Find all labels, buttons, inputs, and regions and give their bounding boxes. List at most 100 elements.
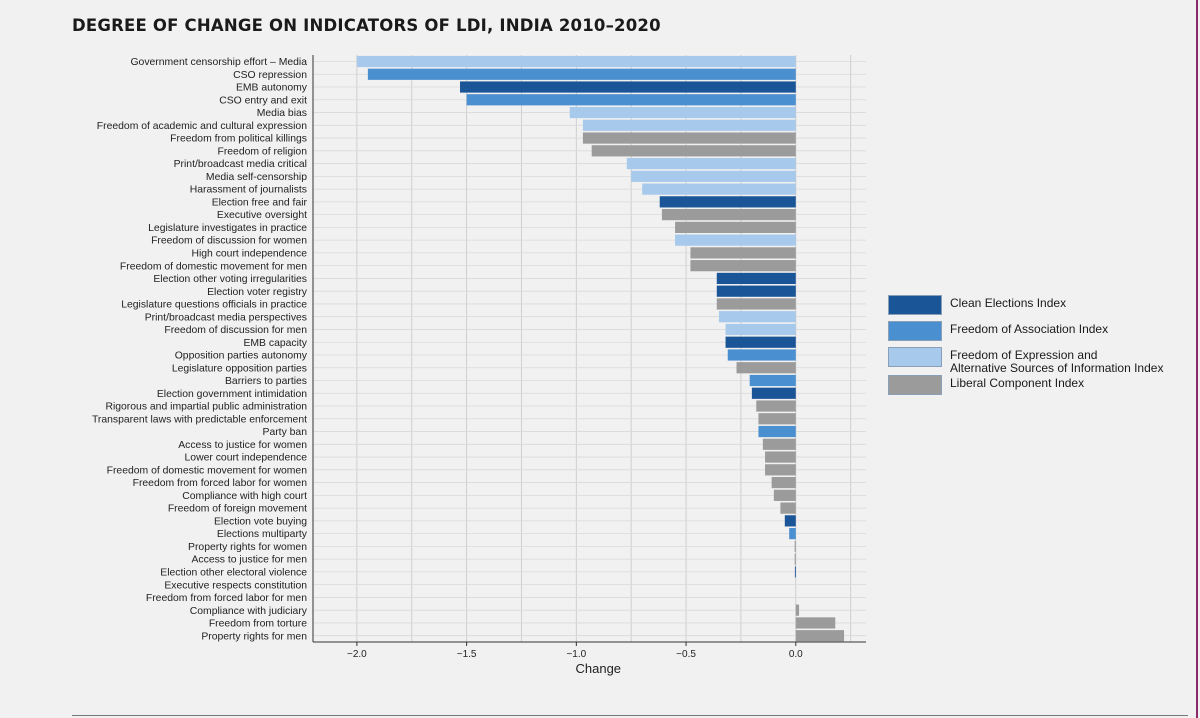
right-edge-border [1196,0,1198,718]
category-label: Party ban [263,427,308,438]
category-label: Freedom of foreign movement [168,504,307,515]
bar-transparent-laws-with-predictable-enforcement [758,413,796,425]
x-tick-label: −1.0 [566,649,586,660]
bar-chart: Government censorship effort – Media CSO … [92,55,866,676]
category-label: Access to justice for men [192,555,308,566]
bar-rigorous-and-impartial-public-administration [756,400,796,412]
category-label: Compliance with high court [182,491,307,502]
category-label: Property rights for men [201,631,307,642]
bar-high-court-independence [690,247,796,259]
bar-election-free-and-fair [659,196,796,208]
category-label: Freedom from torture [209,619,307,630]
category-label: Freedom from forced labor for men [146,593,307,604]
legend-swatch-freedom-of-association [888,321,942,341]
chart-title: DEGREE OF CHANGE ON INDICATORS OF LDI, I… [72,16,661,35]
category-label: Elections multiparty [217,529,308,540]
category-label: Media bias [257,108,307,119]
x-tick-label: −1.5 [457,649,477,660]
bar-lower-court-independence [765,451,796,463]
x-tick-label: 0.0 [789,649,803,660]
bar-freedom-from-political-killings [582,132,796,144]
category-label: Print/broadcast media critical [174,159,307,170]
category-label: Freedom of domestic movement for men [120,261,307,272]
legend-label-line2: Alternative Sources of Information Index [950,360,1164,375]
legend-item-clean-elections: Clean Elections Index [888,294,1188,320]
bar-party-ban [758,425,796,438]
category-label: Election vote buying [214,516,307,527]
legend-label-line1: Freedom of Expression and [950,348,1098,362]
x-tick-label: −2.0 [347,649,367,660]
category-label: Election other electoral violence [160,568,307,579]
legend-swatch-clean-elections [888,295,942,315]
category-label: Rigorous and impartial public administra… [105,402,307,413]
bar-freedom-of-domestic-movement-for-men [690,260,796,272]
category-label: Lower court independence [185,453,308,464]
category-label: EMB capacity [243,338,307,349]
bar-freedom-of-discussion-for-women [675,234,796,246]
bar-compliance-with-high-court [773,489,796,501]
bar-barriers-to-parties [749,374,796,387]
category-label: Election government intimidation [157,389,307,400]
bar-emb-autonomy [460,81,796,93]
category-label: Executive respects constitution [164,580,307,591]
bar-election-government-intimidation [751,387,796,399]
bar-government-censorship-effort-media [356,55,796,68]
bar-freedom-of-religion [591,145,796,157]
bar-freedom-from-torture [795,617,836,629]
category-label: Executive oversight [217,210,307,221]
legend-item-freedom-of-expression: Freedom of Expression and Alternative So… [888,346,1188,374]
legend-label: Freedom of Expression and Alternative So… [950,349,1163,374]
category-label: Transparent laws with predictable enforc… [92,414,307,425]
bottom-divider [72,715,1188,716]
bar-emb-capacity [725,336,796,348]
category-label: Media self-censorship [206,172,307,183]
bar-series [356,55,845,642]
legend-item-liberal-component: Liberal Component Index [888,374,1188,400]
x-tick-label: −0.5 [676,649,696,660]
legend-item-freedom-of-association: Freedom of Association Index [888,320,1188,346]
legend-label: Freedom of Association Index [950,322,1109,336]
category-label: Freedom of academic and cultural express… [97,121,307,132]
bar-election-other-voting-irregularities [716,272,796,285]
legend: Clean Elections Index Freedom of Associa… [888,294,1188,400]
category-label: Freedom of domestic movement for women [107,465,308,476]
legend-swatch-liberal-component [888,375,942,395]
bar-legislature-questions-officials-in-practice [716,298,796,310]
category-labels: Government censorship effort – Media CSO … [92,57,308,642]
category-label: Freedom from forced labor for women [133,478,308,489]
legend-swatch-freedom-of-expression [888,347,942,367]
legend-label: Clean Elections Index [950,296,1067,310]
bar-elections-multiparty [789,528,796,540]
category-label: Election free and fair [212,197,308,208]
bar-print-broadcast-media-critical [626,157,796,170]
category-label: CSO repression [233,70,307,81]
category-label: Compliance with judiciary [190,606,308,617]
bar-print-broadcast-media-perspectives [718,311,796,323]
category-label: Freedom from political killings [170,134,307,145]
category-label: Legislature investigates in practice [148,223,307,234]
bar-cso-entry-and-exit [466,94,796,106]
bar-access-to-justice-for-men [794,553,796,565]
bar-freedom-from-forced-labor-for-women [771,476,796,489]
category-label: Freedom of religion [217,146,307,157]
bar-access-to-justice-for-women [762,438,796,450]
bar-compliance-with-judiciary [795,604,800,616]
legend-label: Liberal Component Index [950,376,1085,390]
category-label: Opposition parties autonomy [175,351,308,362]
bar-election-vote-buying [784,515,796,527]
bar-harassment-of-journalists [642,183,796,195]
category-label: Government censorship effort – Media [130,57,307,68]
axes: −2.0 −1.5 −1.0 −0.5 0.0 Change [312,55,866,676]
bar-media-self-censorship [631,170,796,182]
category-label: Freedom of discussion for men [164,325,307,336]
category-label: Legislature opposition parties [172,363,307,374]
category-label: Property rights for women [188,542,307,553]
bar-property-rights-for-men [795,630,845,642]
bar-freedom-of-foreign-movement [780,502,796,514]
category-label: Freedom of discussion for women [151,236,307,247]
x-axis-title: Change [576,661,622,676]
bar-election-other-electoral-violence [794,566,796,578]
bar-freedom-of-discussion-for-men [725,323,796,336]
category-label: Election other voting irregularities [153,274,307,285]
bar-executive-oversight [661,209,796,221]
